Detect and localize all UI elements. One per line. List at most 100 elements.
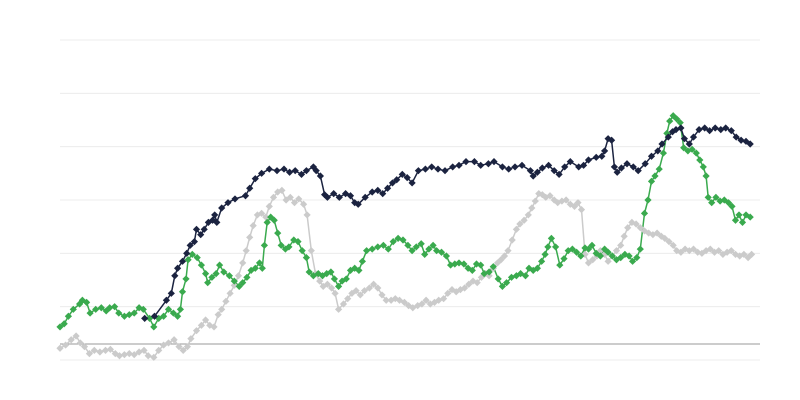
- point-2-25: [179, 346, 187, 354]
- point-0-67: [518, 161, 526, 169]
- point-0-30: [302, 167, 310, 175]
- point-2-35: [222, 297, 230, 305]
- point-2-123: [581, 250, 589, 258]
- point-1-105: [503, 279, 511, 287]
- point-2-17: [140, 346, 148, 354]
- point-1-133: [617, 254, 625, 262]
- point-1-131: [608, 252, 616, 260]
- point-2-3: [72, 332, 80, 340]
- point-2-19: [150, 353, 158, 361]
- point-0-74: [555, 170, 563, 178]
- point-0-20: [241, 192, 250, 200]
- point-1-54: [281, 245, 289, 253]
- point-0-70: [533, 168, 541, 176]
- point-2-93: [465, 280, 473, 288]
- point-1-128: [596, 252, 604, 260]
- point-0-38: [342, 190, 350, 198]
- point-0-52: [414, 167, 422, 175]
- point-2-64: [339, 300, 348, 308]
- point-2-143: [661, 234, 669, 242]
- point-2-37: [230, 281, 238, 289]
- point-2-14: [125, 350, 133, 358]
- point-0-50: [403, 174, 411, 182]
- point-0-26: [280, 165, 288, 173]
- point-2-109: [528, 204, 536, 212]
- point-2-136: [632, 220, 640, 228]
- point-2-125: [589, 256, 597, 264]
- point-0-42: [361, 193, 369, 201]
- point-2-114: [546, 192, 554, 200]
- series-line-1: [59, 114, 751, 328]
- point-1-148: [673, 115, 681, 123]
- point-2-61: [328, 284, 336, 292]
- point-2-15: [130, 351, 138, 359]
- point-1-43: [243, 273, 251, 281]
- series-markers-0: [141, 124, 754, 322]
- point-1-52: [274, 229, 282, 237]
- point-1-106: [507, 273, 516, 281]
- point-1-150: [680, 144, 688, 152]
- point-1-158: [708, 199, 716, 207]
- point-0-29: [297, 170, 306, 178]
- point-0-85: [610, 163, 618, 171]
- point-0-51: [408, 179, 416, 187]
- point-0-3: [167, 289, 175, 297]
- point-2-120: [570, 202, 579, 210]
- point-1-115: [544, 243, 552, 251]
- point-1-102: [489, 263, 497, 271]
- point-2-111: [535, 190, 543, 198]
- point-2-159: [727, 247, 735, 255]
- point-2-18: [144, 352, 152, 360]
- point-1-16: [130, 309, 138, 317]
- point-1-130: [604, 248, 612, 256]
- point-1-33: [202, 270, 210, 278]
- point-1-126: [588, 241, 596, 249]
- point-2-129: [604, 257, 612, 265]
- point-2-132: [617, 241, 625, 249]
- point-2-107: [520, 216, 528, 224]
- point-0-55: [434, 165, 442, 173]
- point-2-164: [748, 250, 756, 258]
- point-0-110: [737, 136, 745, 144]
- point-0-95: [664, 133, 672, 141]
- point-0-61: [477, 161, 485, 169]
- point-0-1: [150, 312, 159, 320]
- point-1-84: [412, 243, 420, 251]
- point-1-24: [169, 309, 177, 317]
- point-1-125: [584, 245, 593, 253]
- point-0-16: [213, 218, 221, 226]
- point-0-47: [388, 179, 397, 187]
- point-1-129: [601, 245, 609, 253]
- point-1-143: [655, 165, 663, 173]
- point-0-101: [689, 133, 698, 141]
- series-markers: [56, 112, 756, 361]
- point-0-84: [608, 136, 616, 144]
- series-markers-2: [56, 186, 756, 361]
- point-1-103: [494, 275, 502, 283]
- point-1-149: [676, 119, 684, 127]
- point-1-157: [704, 193, 712, 201]
- point-1-146: [666, 117, 674, 125]
- point-2-110: [531, 197, 539, 205]
- point-0-75: [561, 163, 569, 171]
- point-1-97: [468, 266, 476, 274]
- point-1-141: [647, 177, 656, 185]
- point-1-144: [659, 149, 667, 157]
- point-1-153: [692, 149, 700, 157]
- point-1-73: [358, 257, 366, 265]
- point-1-77: [379, 241, 387, 249]
- point-0-21: [246, 184, 254, 192]
- point-2-154: [706, 245, 714, 253]
- point-1-30: [188, 250, 196, 258]
- point-1-48: [260, 241, 268, 249]
- point-2-49: [278, 186, 286, 194]
- point-0-59: [462, 158, 470, 166]
- point-2-45: [262, 213, 270, 221]
- point-1-28: [182, 275, 190, 283]
- point-0-0: [141, 314, 149, 322]
- point-1-11: [106, 304, 114, 312]
- point-0-19: [231, 195, 239, 203]
- point-2-134: [624, 224, 632, 232]
- point-1-26: [176, 305, 184, 313]
